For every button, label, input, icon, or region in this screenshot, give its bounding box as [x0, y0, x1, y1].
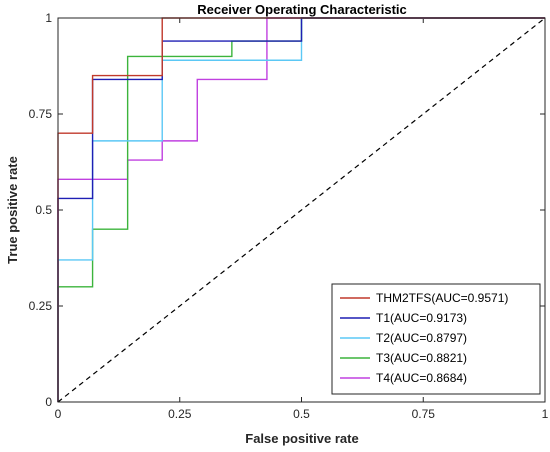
x-axis-title: False positive rate: [245, 431, 358, 446]
y-axis-title: True positive rate: [5, 156, 20, 264]
legend-label: T4(AUC=0.8684): [376, 371, 467, 385]
legend-label: THM2TFS(AUC=0.9571): [376, 291, 508, 305]
x-tick-label: 0.5: [293, 407, 310, 421]
x-tick-label: 0.75: [412, 407, 436, 421]
y-tick-label: 0.25: [29, 299, 53, 313]
x-tick-label: 0: [55, 407, 62, 421]
y-tick-label: 0.75: [29, 107, 53, 121]
legend: THM2TFS(AUC=0.9571) T1(AUC=0.9173) T2(AUC=…: [331, 283, 541, 395]
chart-title: Receiver Operating Characteristic: [197, 2, 407, 17]
plot-frame: [57, 17, 546, 403]
x-tick-label: 0.25: [168, 407, 192, 421]
x-tick-label: 1: [542, 407, 549, 421]
y-tick-label: 1: [45, 11, 52, 25]
chance-diagonal-line: [57, 17, 546, 403]
axis-ticks: 0 0.25 0.5 0.75 1 0 0.25 0.5 0.75 1: [29, 11, 549, 421]
legend-label: T3(AUC=0.8821): [376, 351, 467, 365]
legend-label: T1(AUC=0.9173): [376, 311, 467, 325]
y-tick-label: 0.5: [35, 203, 52, 217]
roc-series-line: [57, 17, 545, 402]
legend-box: [331, 283, 541, 395]
legend-label: T2(AUC=0.8797): [376, 331, 467, 345]
y-tick-label: 0: [45, 395, 52, 409]
